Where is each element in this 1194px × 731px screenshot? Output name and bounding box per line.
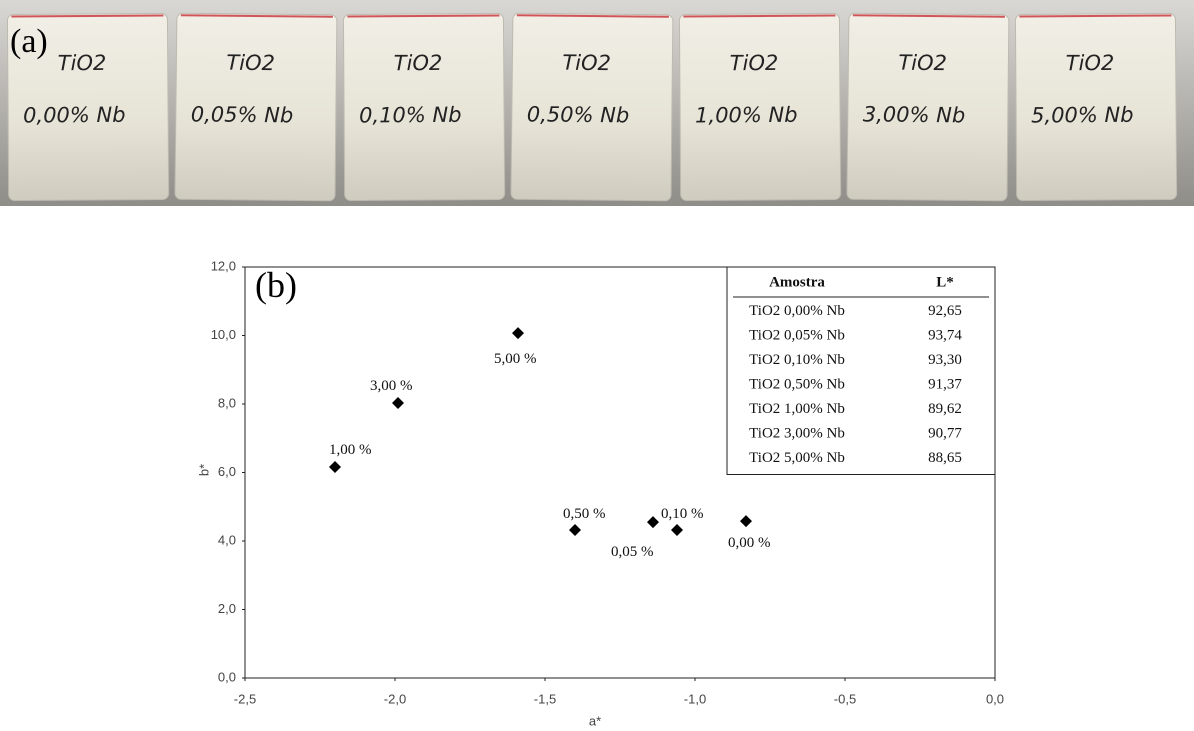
point [512, 327, 524, 339]
x-axis-label: a* [589, 713, 601, 728]
y-tick-label: 10,0 [211, 327, 236, 342]
bag-label: 0,05% Nb [191, 102, 294, 127]
panel-label: (b) [255, 265, 297, 305]
x-tick-label: -2,0 [384, 691, 406, 706]
bag-label: TiO2 [226, 51, 275, 76]
bag-label: TiO2 [730, 51, 779, 75]
x-tick-label: -1,5 [534, 691, 556, 706]
point [671, 524, 683, 536]
y-tick-label: 6,0 [218, 464, 236, 479]
table-cell: 93,30 [928, 352, 962, 368]
bag-label: TiO2 [562, 51, 611, 76]
table-cell: 93,74 [928, 328, 962, 344]
figure: TiO20,00% NbTiO20,05% NbTiO20,10% NbTiO2… [0, 0, 1194, 731]
bag-label: TiO2 [394, 51, 443, 75]
x-tick-label: -0,5 [834, 691, 856, 706]
y-tick-label: 2,0 [218, 601, 236, 616]
bag-label: TiO2 [58, 51, 107, 75]
table-header: Amostra [769, 274, 825, 290]
point [647, 516, 659, 528]
bag-label: 0,50% Nb [527, 102, 630, 127]
bag-label: 1,00% Nb [695, 103, 798, 128]
point-label: 0,10 % [661, 506, 704, 522]
table-cell: 88,65 [928, 450, 962, 466]
panel-label: (a) [10, 23, 48, 60]
bag-label: 0,00% Nb [23, 103, 126, 128]
table-cell: TiO2 3,00% Nb [749, 426, 845, 442]
x-tick-label: -1,0 [684, 691, 706, 706]
y-tick-label: 8,0 [218, 395, 236, 410]
bag-seal [347, 15, 499, 16]
table-cell: TiO2 5,00% Nb [749, 450, 845, 466]
bag-label: 5,00% Nb [1031, 103, 1134, 128]
table-cell: TiO2 0,50% Nb [749, 377, 845, 393]
bag-seal [683, 15, 835, 16]
point-label: 0,05 % [611, 544, 654, 560]
y-tick-label: 12,0 [211, 258, 236, 273]
point-label: 1,00 % [329, 442, 372, 458]
bag: TiO2 3,00% Nb [847, 13, 1009, 201]
table-cell: 92,65 [928, 303, 962, 319]
bag: TiO2 0,50% Nb [511, 13, 673, 201]
point [740, 515, 752, 527]
bag-label: 3,00% Nb [863, 102, 966, 127]
bag-label: 0,10% Nb [359, 103, 462, 128]
table-header: L* [936, 274, 954, 290]
y-axis-label: b* [196, 464, 211, 476]
point-label: 5,00 % [494, 351, 537, 367]
point-label: 3,00 % [370, 378, 413, 394]
bag: TiO2 0,05% Nb [175, 13, 337, 201]
table-cell: TiO2 0,00% Nb [749, 303, 845, 319]
table-cell: 90,77 [928, 426, 962, 442]
point-label: 0,00 % [728, 535, 771, 551]
table-cell: TiO2 0,05% Nb [749, 328, 845, 344]
point [392, 397, 404, 409]
x-tick-label: 0,0 [986, 691, 1004, 706]
bag: TiO2 1,00% Nb [679, 13, 840, 200]
table-cell: TiO2 0,10% Nb [749, 352, 845, 368]
table-cell: 89,62 [928, 401, 962, 417]
table-frame [727, 267, 995, 475]
bag: TiO2 0,10% Nb [343, 13, 504, 200]
bag: TiO2 5,00% Nb [1015, 13, 1176, 200]
bag-seal [1019, 15, 1171, 16]
point-label: 0,50 % [563, 506, 606, 522]
table-cell: TiO2 1,00% Nb [749, 401, 845, 417]
bag-label: TiO2 [1066, 51, 1115, 75]
y-tick-label: 0,0 [218, 669, 236, 684]
point [569, 524, 581, 536]
y-tick-label: 4,0 [218, 532, 236, 547]
table-cell: 91,37 [928, 377, 962, 393]
x-tick-label: -2,5 [234, 691, 256, 706]
point [329, 461, 341, 473]
bag-seal [11, 15, 163, 16]
bag-label: TiO2 [898, 51, 947, 76]
